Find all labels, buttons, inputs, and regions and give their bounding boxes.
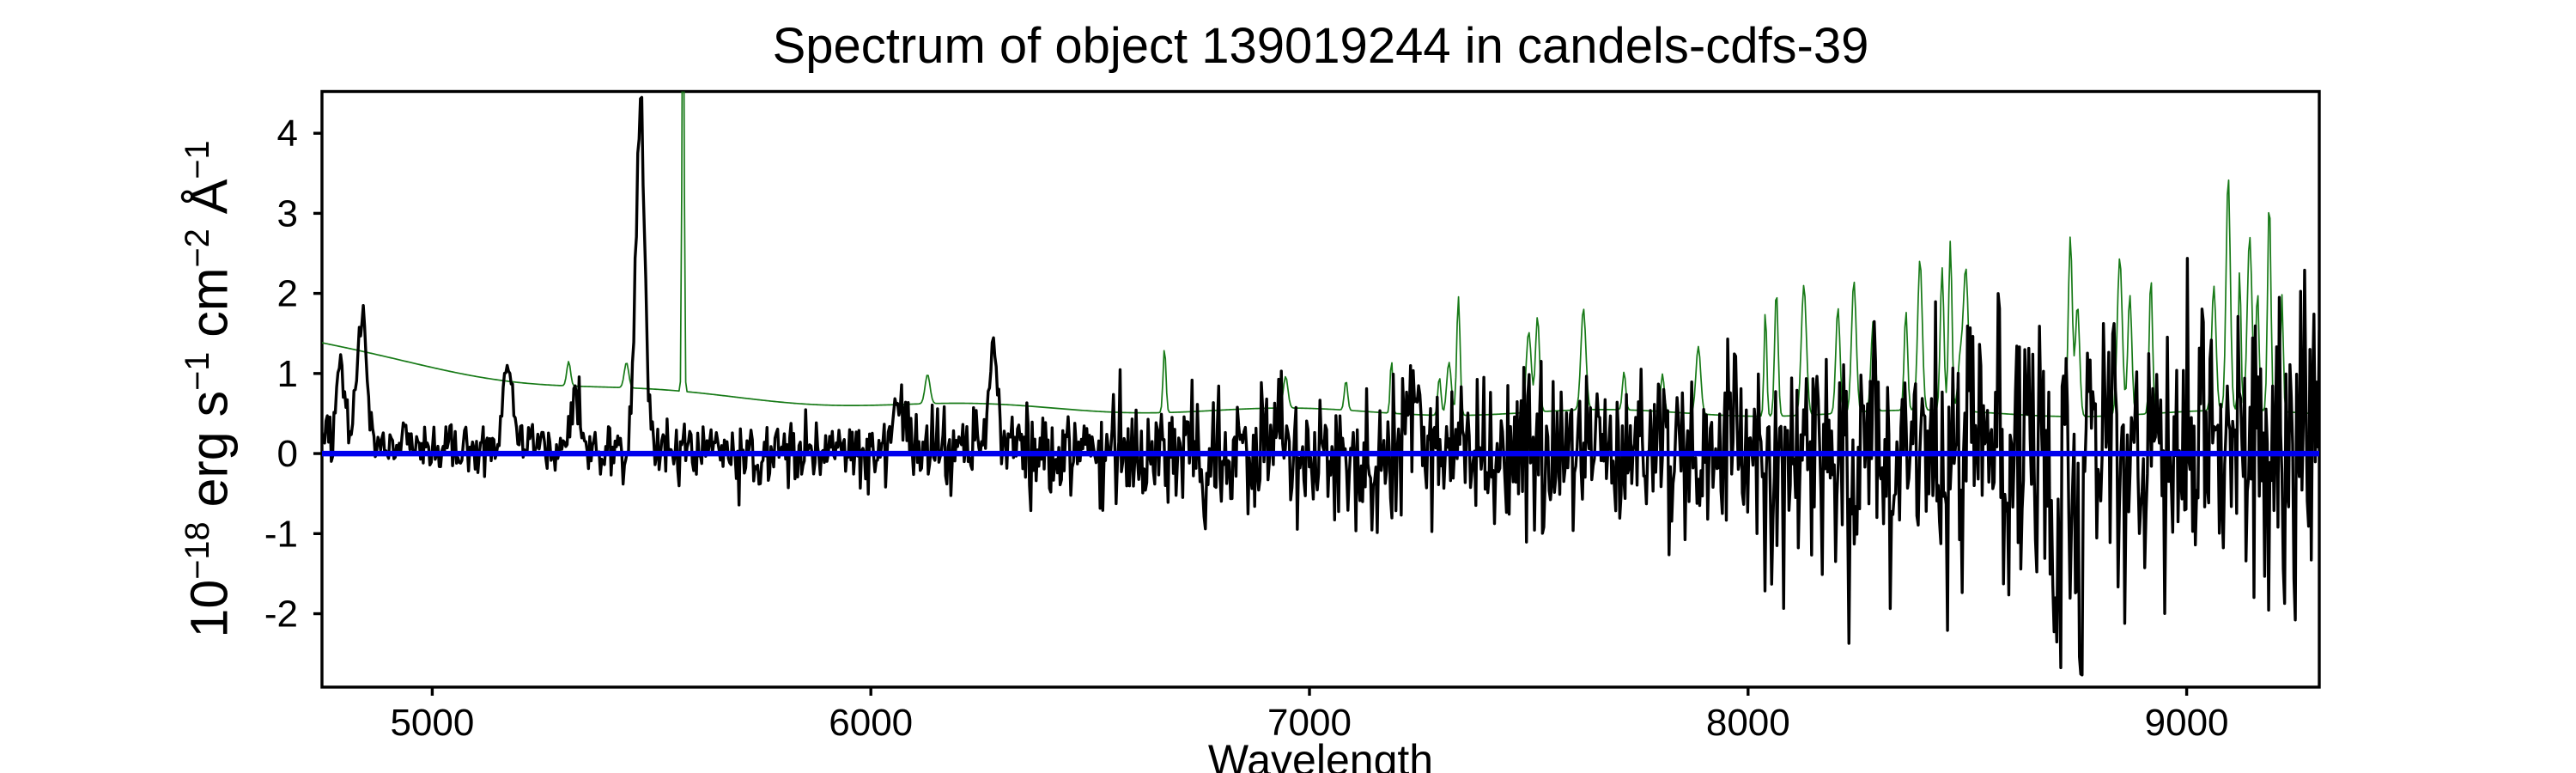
svg-text:1: 1 bbox=[276, 353, 297, 395]
svg-text:5000: 5000 bbox=[390, 702, 474, 744]
svg-text:4: 4 bbox=[276, 113, 297, 155]
svg-text:9000: 9000 bbox=[2145, 702, 2229, 744]
svg-text:6000: 6000 bbox=[829, 702, 913, 744]
svg-text:0: 0 bbox=[276, 433, 297, 475]
svg-text:-1: -1 bbox=[264, 513, 298, 555]
svg-text:8000: 8000 bbox=[1706, 702, 1790, 744]
svg-text:3: 3 bbox=[276, 192, 297, 234]
svg-text:-2: -2 bbox=[264, 593, 298, 636]
svg-text:7000: 7000 bbox=[1267, 702, 1352, 744]
svg-text:2: 2 bbox=[276, 273, 297, 315]
